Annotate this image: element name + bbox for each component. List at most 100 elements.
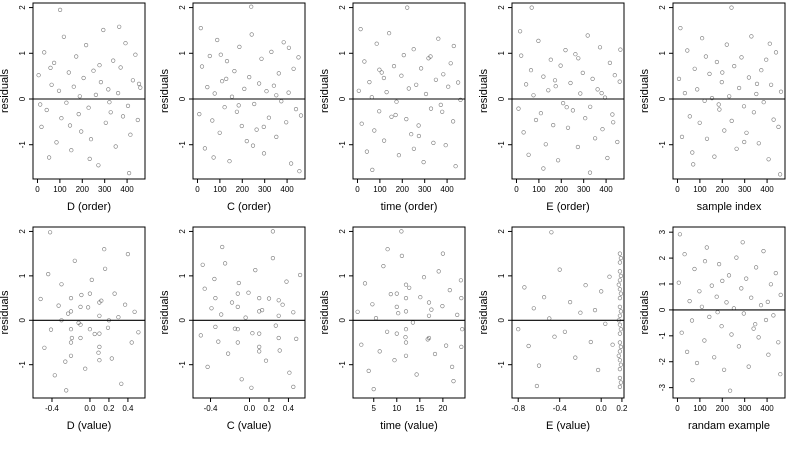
data-point — [197, 111, 202, 117]
data-point — [257, 309, 262, 314]
data-point — [286, 45, 292, 50]
data-point — [36, 73, 41, 78]
data-point — [761, 100, 766, 105]
data-point — [105, 325, 111, 330]
data-point — [617, 287, 623, 292]
y-tick-label: -1 — [658, 141, 667, 149]
data-point — [264, 89, 269, 94]
data-point — [704, 136, 710, 141]
data-point — [293, 106, 299, 112]
data-points — [198, 229, 303, 390]
data-point — [93, 92, 98, 97]
data-point — [72, 258, 77, 263]
data-point — [716, 102, 721, 107]
x-tick-label: 0.0 — [244, 404, 256, 413]
data-point — [271, 83, 277, 88]
data-point — [372, 128, 377, 133]
data-point — [88, 137, 94, 142]
data-point — [600, 127, 605, 132]
data-point — [269, 49, 274, 55]
data-point — [440, 109, 445, 114]
data-point — [69, 335, 74, 341]
data-point — [399, 229, 404, 234]
data-point — [618, 309, 624, 314]
data-point — [409, 132, 414, 137]
data-point — [707, 314, 712, 320]
data-point — [692, 66, 697, 71]
data-point — [234, 109, 239, 114]
x-tick-label: 200 — [236, 185, 250, 194]
data-point — [724, 42, 729, 47]
x-tick-label: 0.0 — [84, 404, 96, 413]
data-point — [766, 352, 771, 357]
data-point — [223, 261, 228, 266]
data-point — [618, 344, 624, 350]
data-point — [703, 54, 709, 59]
data-point — [249, 4, 254, 9]
data-point — [220, 244, 225, 250]
x-tick-label: 0.4 — [283, 404, 295, 413]
x-tick-label: 0.2 — [616, 404, 628, 413]
y-axis-title: residuals — [0, 290, 11, 335]
y-tick-label: 1 — [338, 273, 347, 278]
data-point — [719, 324, 724, 329]
y-tick-label: 1 — [658, 281, 667, 286]
data-point — [617, 251, 623, 256]
data-point — [612, 73, 617, 78]
y-tick-label: 0 — [18, 317, 27, 322]
data-point — [709, 95, 715, 101]
data-point — [254, 127, 259, 132]
data-point — [453, 164, 458, 169]
data-point — [117, 24, 122, 29]
data-point — [242, 86, 247, 91]
data-point — [296, 55, 301, 60]
data-point — [276, 71, 281, 76]
data-point — [108, 110, 113, 115]
data-point — [222, 105, 227, 110]
data-point — [404, 116, 409, 122]
data-point — [379, 70, 384, 75]
y-tick-label: 2 — [497, 5, 506, 10]
x-tick-label: 400 — [760, 404, 774, 413]
y-tick-label: 2 — [178, 229, 187, 234]
y-tick-label: 1 — [497, 273, 506, 278]
data-point — [436, 269, 441, 274]
data-point — [426, 300, 432, 305]
data-point — [741, 104, 747, 109]
data-point — [78, 335, 83, 341]
data-point — [734, 255, 739, 260]
x-tick-label: 0 — [514, 185, 519, 194]
data-point — [448, 61, 453, 66]
data-point — [294, 336, 299, 342]
data-point — [746, 364, 751, 369]
x-tick-label: 300 — [98, 185, 112, 194]
data-point — [599, 289, 604, 294]
data-point — [557, 267, 562, 272]
data-point — [273, 323, 278, 328]
data-point — [543, 142, 548, 147]
data-point — [562, 329, 568, 334]
data-point — [618, 256, 624, 261]
data-point — [298, 272, 303, 278]
data-point — [522, 285, 527, 290]
y-tick-label: 0 — [497, 96, 506, 101]
data-point — [592, 308, 598, 313]
data-point — [773, 271, 778, 276]
data-point — [284, 120, 289, 125]
x-tick-label: 15 — [415, 404, 424, 413]
data-point — [257, 349, 262, 354]
y-axis-title: residuals — [639, 68, 651, 113]
data-point — [690, 150, 695, 155]
x-tick-label: 10 — [392, 404, 401, 413]
data-point — [297, 169, 302, 174]
data-point — [458, 97, 463, 102]
data-point — [97, 300, 102, 305]
x-tick-label: 200 — [716, 404, 730, 413]
x-tick-label: 200 — [396, 185, 410, 194]
data-point — [403, 353, 409, 358]
x-axis-title: randam example — [688, 420, 770, 432]
data-point — [729, 332, 734, 337]
x-tick-label: -0.4 — [553, 404, 567, 413]
data-point — [381, 264, 386, 269]
data-point — [712, 355, 717, 360]
